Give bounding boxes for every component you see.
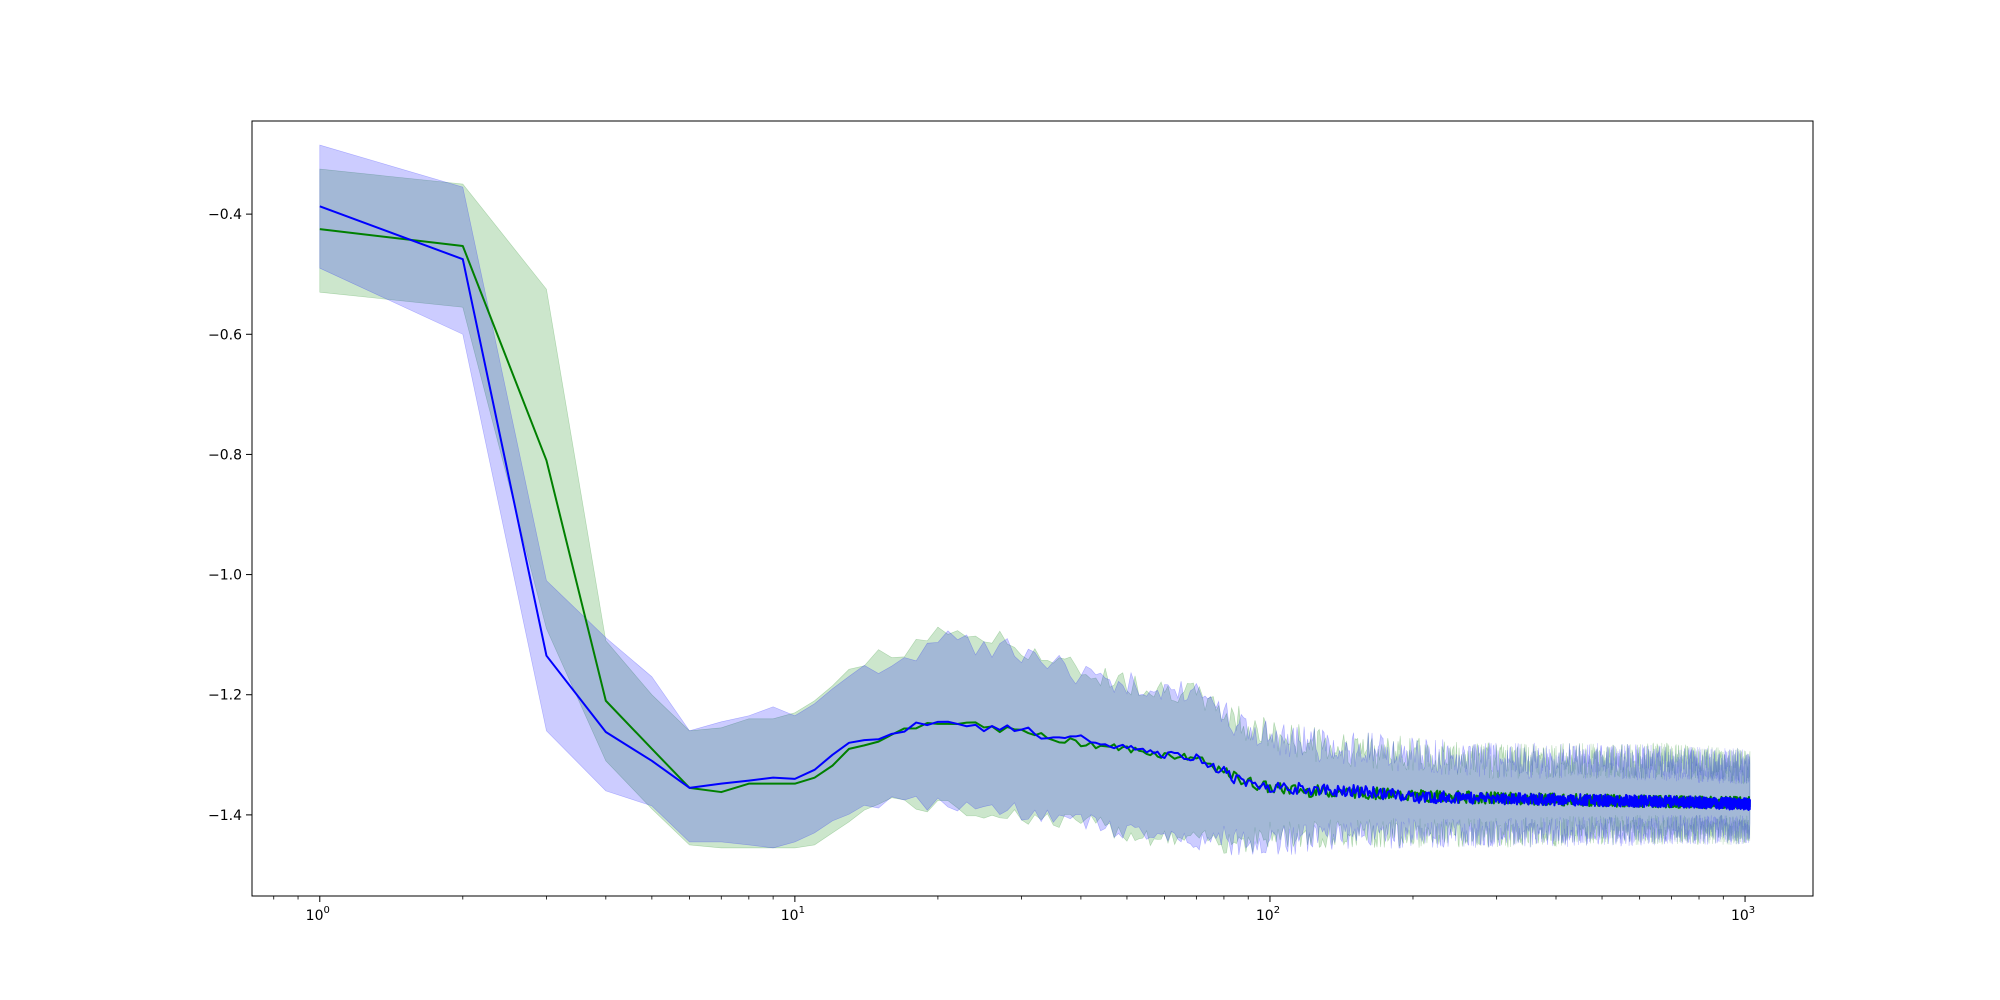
- y-tick-label: −1.2: [208, 688, 242, 704]
- x-tick-label: 101: [781, 905, 805, 924]
- confidence-bands: [319, 144, 1751, 856]
- x-tick-label: 100: [306, 905, 330, 924]
- x-tick-label: 102: [1256, 905, 1280, 924]
- series-lines: [319, 205, 1751, 811]
- series-2-band: [319, 144, 1751, 856]
- y-tick-label: −0.8: [208, 447, 242, 463]
- y-axis: −0.4 −0.6 −0.8 −1.0 −1.2 −1.4: [208, 207, 252, 824]
- y-tick-label: −0.6: [208, 327, 242, 343]
- x-tick-label: 103: [1731, 905, 1755, 924]
- series-1-band: [319, 168, 1751, 854]
- y-tick-label: −1.0: [208, 568, 242, 584]
- series-2-line: [319, 205, 1751, 811]
- y-tick-label: −0.4: [208, 207, 242, 223]
- x-axis: 100 101 102 103: [273, 896, 1755, 924]
- y-tick-label: −1.4: [208, 808, 242, 824]
- plot-frame: [251, 120, 1814, 897]
